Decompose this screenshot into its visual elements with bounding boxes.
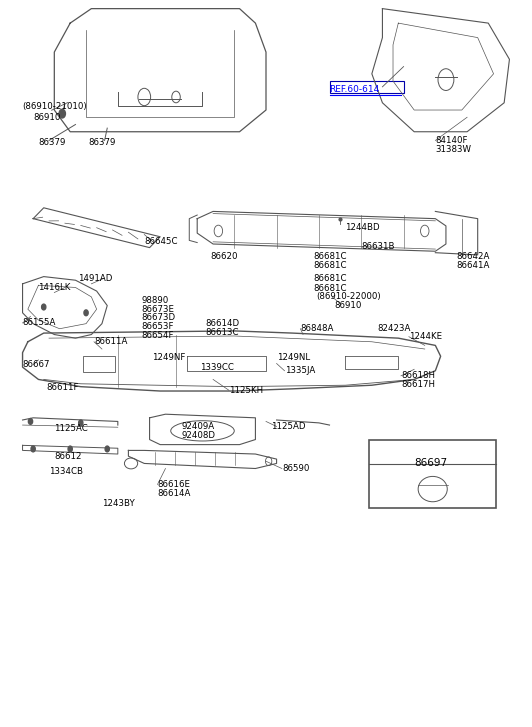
Text: 1244KE: 1244KE xyxy=(409,332,442,341)
Text: 86590: 86590 xyxy=(282,464,309,473)
Text: 86848A: 86848A xyxy=(301,324,334,333)
Text: 86673E: 86673E xyxy=(142,305,174,313)
Text: 1339CC: 1339CC xyxy=(200,363,234,371)
Text: 86642A: 86642A xyxy=(456,252,490,261)
Text: 1125AC: 1125AC xyxy=(54,424,88,433)
Text: 1335JA: 1335JA xyxy=(285,366,315,375)
Text: 86612: 86612 xyxy=(54,451,82,461)
Text: 86616E: 86616E xyxy=(157,480,190,489)
Text: 86645C: 86645C xyxy=(144,237,178,246)
Text: 86681C: 86681C xyxy=(314,284,347,293)
Text: REF.60-614: REF.60-614 xyxy=(329,85,380,95)
Circle shape xyxy=(79,420,83,426)
Text: 86614A: 86614A xyxy=(157,489,191,498)
Text: 86613C: 86613C xyxy=(205,328,239,337)
Text: 84140F: 84140F xyxy=(435,136,468,145)
Circle shape xyxy=(68,446,72,452)
Text: 86681C: 86681C xyxy=(314,274,347,284)
Text: 1491AD: 1491AD xyxy=(78,273,112,283)
Text: 1334CB: 1334CB xyxy=(49,467,83,476)
Circle shape xyxy=(41,304,46,310)
Text: 86379: 86379 xyxy=(38,138,66,147)
Text: 86697: 86697 xyxy=(414,459,447,468)
Text: 1125KH: 1125KH xyxy=(229,386,263,395)
Text: 1416LK: 1416LK xyxy=(38,283,71,292)
Text: 86673D: 86673D xyxy=(142,313,176,322)
Text: 31383W: 31383W xyxy=(435,145,471,154)
Text: 86155A: 86155A xyxy=(22,318,56,327)
Circle shape xyxy=(105,446,110,452)
Text: 86910: 86910 xyxy=(33,113,61,121)
Text: 1249NL: 1249NL xyxy=(277,353,310,362)
Text: (86910-21010): (86910-21010) xyxy=(22,102,87,111)
Text: 86614D: 86614D xyxy=(205,319,239,328)
Circle shape xyxy=(59,109,65,118)
Text: 86631B: 86631B xyxy=(361,241,395,251)
Text: 86667: 86667 xyxy=(22,361,50,369)
Text: 1249NF: 1249NF xyxy=(152,353,186,362)
Text: 86910: 86910 xyxy=(335,301,362,310)
Text: 82423A: 82423A xyxy=(377,324,411,333)
Text: 86379: 86379 xyxy=(89,138,116,147)
Text: 86681C: 86681C xyxy=(314,252,347,261)
Bar xyxy=(369,440,496,508)
Bar xyxy=(329,81,404,92)
Text: 98890: 98890 xyxy=(142,296,169,305)
Text: 86641A: 86641A xyxy=(456,261,490,270)
Bar xyxy=(84,356,115,372)
Text: 86653F: 86653F xyxy=(142,322,174,331)
Text: 1243BY: 1243BY xyxy=(102,499,135,507)
Text: 1125AD: 1125AD xyxy=(271,422,306,431)
Text: 86681C: 86681C xyxy=(314,261,347,270)
Text: 86654F: 86654F xyxy=(142,331,174,340)
Circle shape xyxy=(31,446,35,452)
Text: 92409A: 92409A xyxy=(181,422,214,431)
Text: 86618H: 86618H xyxy=(401,371,435,380)
Text: 92408D: 92408D xyxy=(181,430,215,440)
Circle shape xyxy=(84,310,88,316)
Text: 86611F: 86611F xyxy=(46,383,79,392)
Text: 86611A: 86611A xyxy=(94,337,127,346)
Text: (86910-22000): (86910-22000) xyxy=(317,292,381,302)
Text: 86617H: 86617H xyxy=(401,380,435,389)
Text: 86620: 86620 xyxy=(211,252,238,261)
Text: 1244BD: 1244BD xyxy=(345,223,380,232)
Circle shape xyxy=(28,419,32,425)
